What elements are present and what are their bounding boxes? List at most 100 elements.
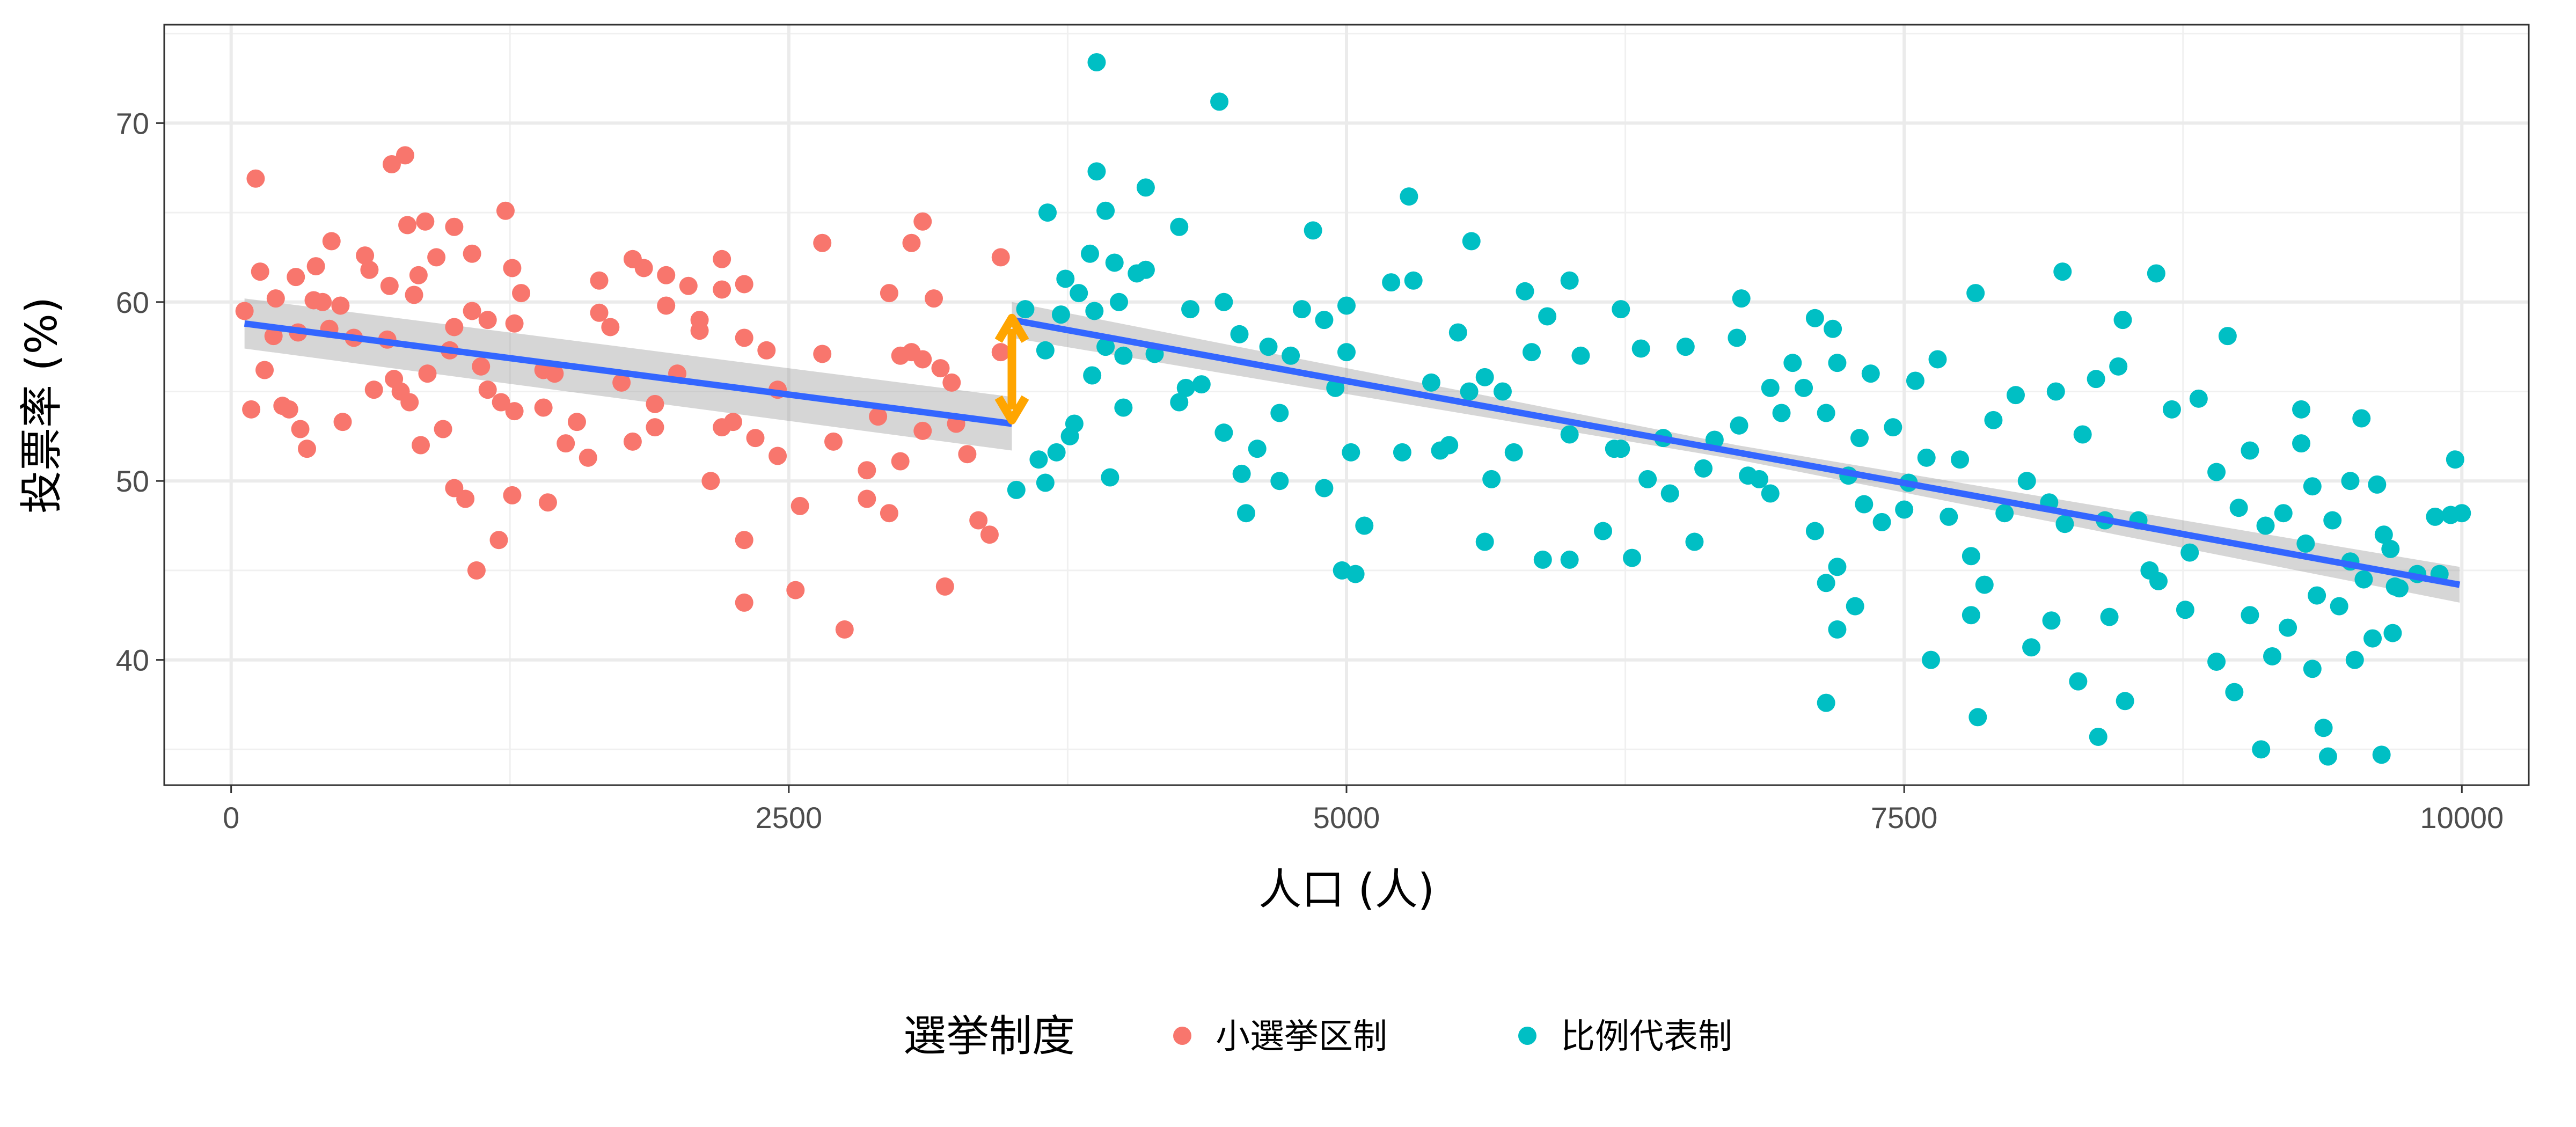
y-tick-label: 70 [116,106,149,140]
data-point [769,447,787,465]
data-point [1817,574,1835,592]
data-point [1962,606,1980,625]
data-point [1422,373,1440,392]
data-point [646,418,664,437]
data-point [1087,162,1106,181]
data-point [1828,620,1847,639]
data-point [1612,300,1630,319]
data-point [2069,672,2088,691]
data-point [623,250,642,268]
data-point [396,146,414,165]
legend-title: 選挙制度 [903,1011,1075,1061]
data-point [1895,500,1914,519]
data-point [322,232,341,251]
data-point [1761,484,1780,503]
data-point [2383,624,2402,642]
data-point [1460,382,1479,401]
data-point [1110,292,1129,311]
data-point [557,434,575,453]
data-point [1594,522,1613,540]
data-point [869,407,888,426]
data-point [1036,473,1055,492]
data-point [456,489,475,508]
data-point [1136,260,1155,279]
data-point [333,413,352,431]
data-point [2385,577,2404,596]
data-point [757,341,776,360]
data-point [657,266,676,284]
data-point [472,357,491,376]
data-point [1623,548,1642,567]
data-point [1326,378,1345,397]
data-point [1404,271,1423,290]
data-point [2053,262,2072,281]
data-point [858,461,876,480]
data-point [1214,292,1233,311]
data-point [1342,443,1360,462]
data-point [1038,203,1057,222]
data-point [735,275,753,294]
data-point [1114,398,1133,417]
data-point [489,531,508,550]
data-point [746,429,765,448]
data-point [1685,532,1704,551]
data-point [298,440,317,458]
data-point [612,373,631,392]
data-point [657,296,676,315]
data-point [1732,289,1751,308]
data-point [1795,378,1813,397]
data-point [646,394,664,413]
data-point [2100,608,2119,626]
data-point [1448,323,1467,342]
data-point [1105,253,1124,272]
data-point [364,380,383,399]
data-point [427,248,446,267]
regression-line [1011,317,2461,588]
data-point [1783,354,1802,372]
data-point [1170,217,1189,236]
data-point [1805,309,1824,327]
data-point [1462,232,1481,251]
data-point [1170,393,1189,412]
data-point [1560,271,1579,290]
data-point [991,248,1010,267]
data-point [880,504,898,523]
data-point [935,577,954,596]
data-point [538,493,557,512]
data-point [902,233,921,252]
data-point [2162,400,2181,419]
data-point [1270,404,1289,422]
data-point [2116,692,2134,711]
data-point [2252,740,2271,759]
legend: 選挙制度 小選挙区制 比例代表制 [903,1011,1732,1061]
data-point [287,268,305,287]
data-point [2372,745,2391,764]
data-point [2441,506,2460,524]
data-point [463,302,481,320]
data-point [1694,459,1713,478]
data-point [1966,284,1985,303]
data-point [306,257,325,276]
data-point [1772,404,1791,422]
data-point [2207,463,2226,481]
data-point [786,581,805,599]
data-point [1612,440,1630,458]
data-point [503,259,522,277]
data-point [2341,472,2360,491]
data-point [1192,375,1211,394]
data-point [2368,475,2387,494]
data-point [398,216,417,235]
data-point [735,531,753,550]
data-point [1236,504,1255,523]
data-point [478,311,497,330]
data-point [931,359,950,378]
data-point [1315,479,1334,497]
data-point [623,432,642,451]
data-point [1728,328,1746,347]
data-point [266,289,285,308]
data-point [2229,499,2248,517]
data-point [1676,338,1695,356]
data-point [1493,382,1512,401]
data-point [2089,727,2107,746]
data-point [1101,468,1119,487]
